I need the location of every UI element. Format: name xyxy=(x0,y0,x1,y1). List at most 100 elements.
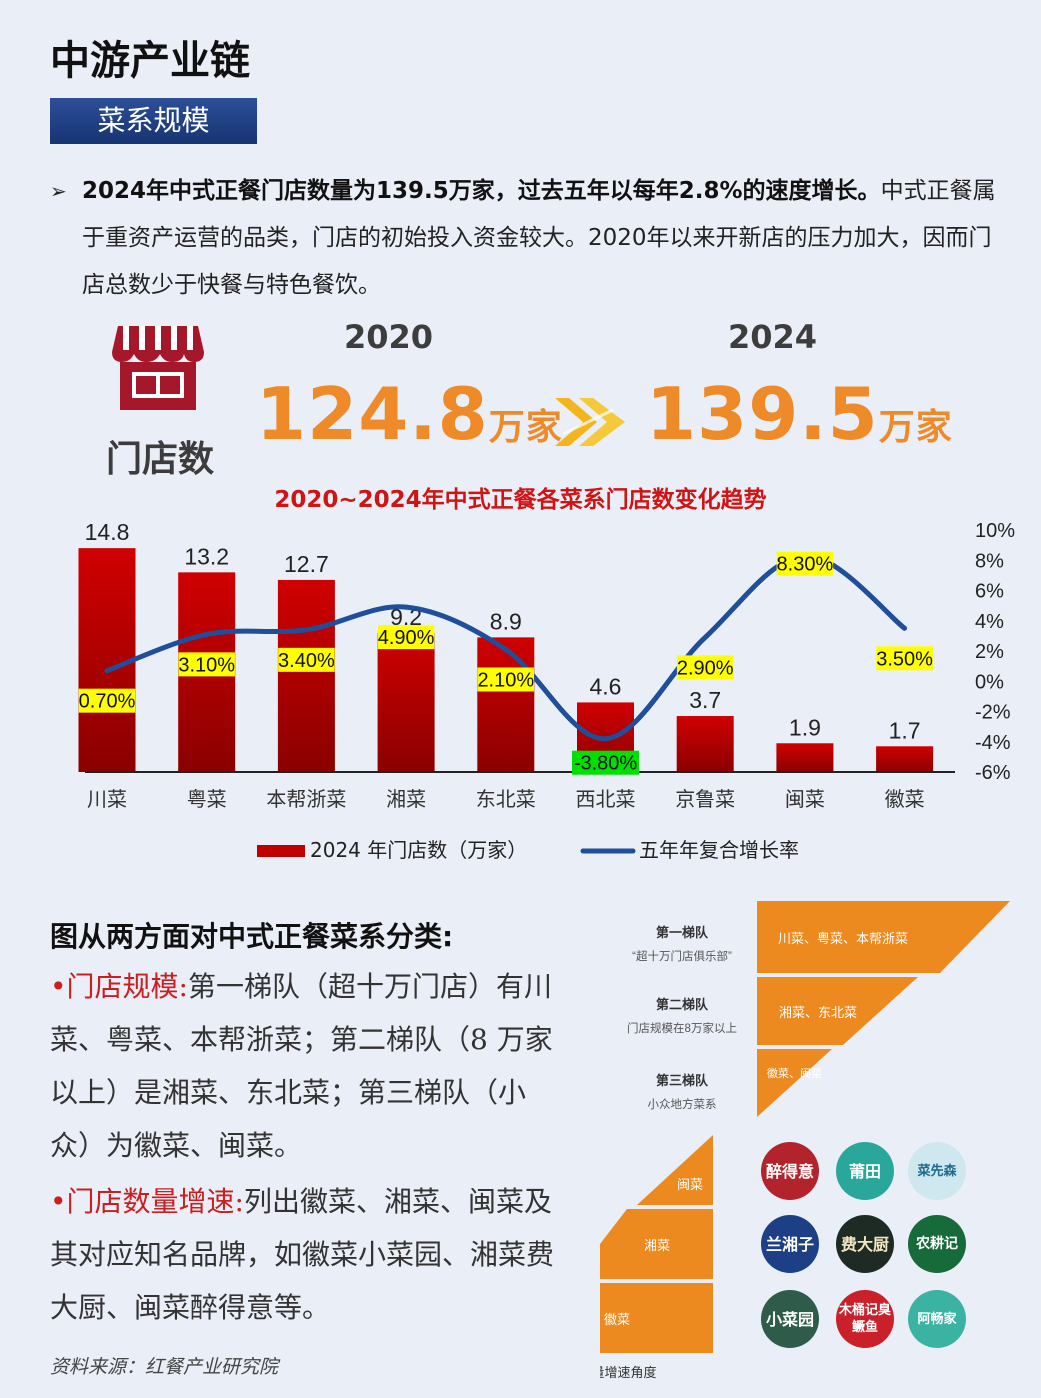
scale-key: •门店规模: xyxy=(50,970,188,1003)
rate-label: 3.40% xyxy=(278,650,335,672)
store-icon xyxy=(112,326,204,410)
category-label: 粤菜 xyxy=(187,787,227,811)
category-label: 东北菜 xyxy=(476,787,536,811)
right-axis-tick: 6% xyxy=(975,581,1004,603)
rate-label-bg xyxy=(876,646,933,671)
growth-level-3: 徽菜 xyxy=(604,1312,630,1327)
right-axis-tick: 4% xyxy=(975,611,1004,633)
category-label: 京鲁菜 xyxy=(675,787,735,811)
brand-logo-2: 莆田 xyxy=(836,1142,894,1200)
bullet-arrow-icon: ➢ xyxy=(50,179,67,203)
rate-label: 0.70% xyxy=(79,691,136,713)
source-note: 资料来源：红餐产业研究院 xyxy=(50,1356,279,1378)
legend-line-label: 五年年复合增长率 xyxy=(639,838,799,862)
right-axis-tick: 0% xyxy=(975,671,1004,693)
rate-label: 4.90% xyxy=(378,627,435,649)
bar-2 xyxy=(277,579,335,772)
tier1-sub: “超十万门店俱乐部” xyxy=(632,949,732,963)
rate-label: 8.30% xyxy=(777,554,834,576)
right-axis-tick: -6% xyxy=(975,762,1011,784)
growth-top xyxy=(637,1135,713,1205)
tier1-items: 川菜、粤菜、本帮浙菜 xyxy=(778,931,908,946)
bar-value-label: 1.7 xyxy=(889,717,921,743)
bar-0 xyxy=(78,548,136,772)
bar-value-label: 8.9 xyxy=(490,608,522,634)
brand-logo-3: 菜先森 xyxy=(908,1142,966,1200)
tier3-sub: 小众地方菜系 xyxy=(648,1097,717,1111)
tier2-sub: 门店规模在8万家以上 xyxy=(627,1021,737,1035)
bar-8 xyxy=(876,746,934,772)
bar-value-label: 4.6 xyxy=(590,673,622,699)
store-trend-chart: 14.8川菜13.2粤菜12.7本帮浙菜9.2湘菜8.9东北菜4.6西北菜3.7… xyxy=(78,519,1015,862)
tier3-band xyxy=(757,1049,832,1117)
bar-4 xyxy=(477,637,535,772)
right-axis-tick: -2% xyxy=(975,702,1011,724)
bar-value-label: 3.7 xyxy=(689,687,721,713)
rate-label: 3.10% xyxy=(178,654,235,676)
tier3-items: 徽菜、闽菜 xyxy=(767,1066,822,1080)
rate-label-bg xyxy=(676,655,734,680)
brand-logo-1: 醉得意 xyxy=(761,1142,819,1200)
stores-2020-number: 124.8 xyxy=(256,372,489,456)
tiers-heading: 图从两方面对中式正餐菜系分类: xyxy=(50,920,454,953)
tier1-title: 第一梯队 xyxy=(656,925,709,940)
bar-3 xyxy=(377,632,435,772)
bar-value-label: 1.9 xyxy=(789,714,821,740)
intro-text: 中式正餐属于重资产运营的品类，门店的初始投入资金较大。2020年以来开新店的压力… xyxy=(82,178,996,298)
bar-6 xyxy=(676,716,734,772)
brand-logo-9: 阿畅家 xyxy=(908,1290,966,1348)
brand-logo-8: 木桶记臭鳜鱼 xyxy=(836,1290,894,1348)
page-title: 中游产业链 xyxy=(50,37,250,84)
tier3-title: 第三梯队 xyxy=(656,1073,709,1088)
stores-2020-unit: 万家 xyxy=(488,407,563,448)
category-label: 闽菜 xyxy=(785,787,825,811)
growth-middle xyxy=(600,1209,713,1279)
stores-2024-value: 139.5万家 xyxy=(646,372,953,456)
right-axis-tick: 2% xyxy=(975,641,1004,663)
growth-paragraph: •门店数量增速:列出徽菜、湘菜、闽菜及其对应知名品牌，如徽菜小菜园、湘菜费大厨、… xyxy=(50,1175,555,1334)
stores-2020-value: 124.8万家 xyxy=(256,372,563,456)
bar-value-label: 12.7 xyxy=(284,551,329,577)
rate-label-bg xyxy=(776,551,834,576)
rate-label-bg xyxy=(178,652,235,677)
year-2024: 2024 xyxy=(728,318,818,356)
rate-label: 2.90% xyxy=(677,657,734,679)
tier2-items: 湘菜、东北菜 xyxy=(779,1005,857,1020)
store-count-label: 门店数 xyxy=(106,439,215,480)
tier2-title: 第二梯队 xyxy=(656,997,709,1012)
intro-highlight: 2024年中式正餐门店数量为139.5万家，过去五年以每年2.8%的速度增长。 xyxy=(82,178,881,204)
category-label: 本帮浙菜 xyxy=(266,787,346,811)
brand-logo-6: 农耕记 xyxy=(908,1215,966,1273)
brand-logo-5: 费大厨 xyxy=(836,1215,894,1273)
growth-text: 列出徽菜、湘菜、闽菜及其对应知名品牌，如徽菜小菜园、湘菜费大厨、闽菜醉得意等。 xyxy=(50,1185,555,1324)
rate-label: 3.50% xyxy=(876,648,933,670)
category-label: 徽菜 xyxy=(885,787,925,811)
rate-label-bg xyxy=(278,647,335,672)
year-2020: 2020 xyxy=(344,318,434,356)
growth-level-1: 闽菜 xyxy=(677,1177,703,1192)
scale-paragraph: •门店规模:第一梯队（超十万门店）有川菜、粤菜、本帮浙菜；第二梯队（8 万家以上… xyxy=(50,960,555,1172)
legend-bar-swatch xyxy=(257,845,305,857)
growth-caption: 从门店数量增速角度 xyxy=(600,1365,657,1380)
growth-level-2: 湘菜 xyxy=(644,1238,670,1253)
right-axis-tick: 10% xyxy=(975,520,1015,542)
tier-diagram: 第一梯队 “超十万门店俱乐部” 第二梯队 门店规模在8万家以上 第三梯队 小众地… xyxy=(600,901,1010,1380)
bar-7 xyxy=(776,743,834,772)
rate-label-bg xyxy=(78,688,136,713)
brand-logo-7: 小菜园 xyxy=(761,1290,819,1348)
rate-label-bg xyxy=(377,625,435,650)
rate-label-bg xyxy=(572,750,639,775)
right-axis-tick: 8% xyxy=(975,550,1004,572)
stores-2024-unit: 万家 xyxy=(878,407,953,448)
rate-label: 2.10% xyxy=(477,669,534,691)
rate-label-bg xyxy=(477,667,535,692)
category-label: 西北菜 xyxy=(576,787,636,811)
category-label: 湘菜 xyxy=(386,787,426,811)
growth-bottom xyxy=(600,1283,713,1353)
legend-bar-label: 2024 年门店数（万家） xyxy=(310,838,527,862)
rate-label: -3.80% xyxy=(574,753,638,775)
scale-text: 第一梯队（超十万门店）有川菜、粤菜、本帮浙菜；第二梯队（8 万家以上）是湘菜、东… xyxy=(50,970,553,1162)
stores-2024-number: 139.5 xyxy=(646,372,879,456)
growth-key: •门店数量增速: xyxy=(50,1185,244,1218)
intro-paragraph: ➢ 2024年中式正餐门店数量为139.5万家，过去五年以每年2.8%的速度增长… xyxy=(50,168,1005,309)
